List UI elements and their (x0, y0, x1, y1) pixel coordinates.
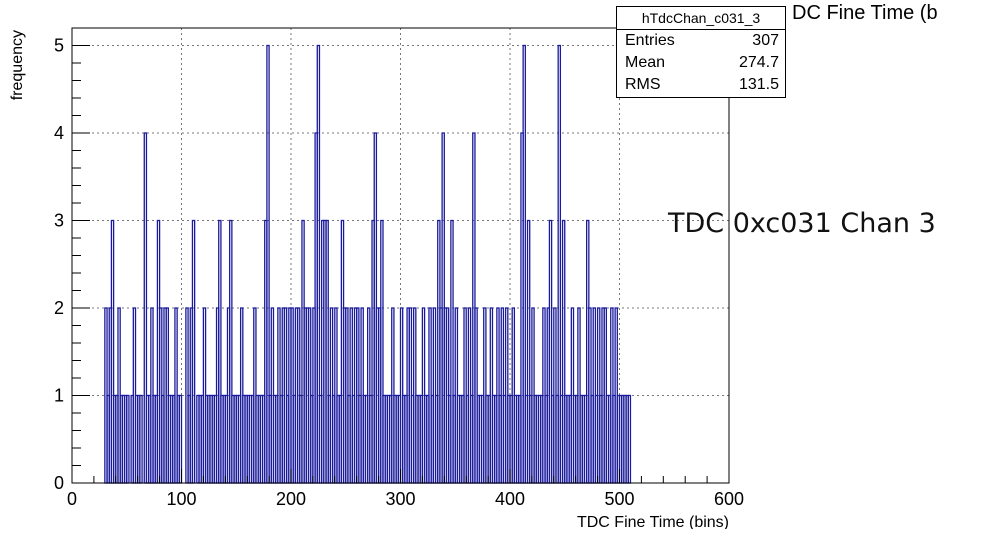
x-tick-label: 600 (714, 489, 744, 509)
y-tick-label: 3 (54, 211, 64, 231)
y-tick-label: 2 (54, 298, 64, 318)
stats-label: Entries (625, 32, 675, 49)
x-axis-label: TDC Fine Time (bins) (577, 514, 729, 529)
y-axis-label: frequency (9, 30, 26, 100)
x-tick-label: 100 (166, 489, 196, 509)
stats-label: RMS (625, 76, 661, 93)
stats-value: 307 (752, 32, 779, 49)
y-tick-label: 0 (54, 473, 64, 493)
stats-row-entries: Entries 307 (617, 30, 785, 52)
x-tick-label: 0 (67, 489, 77, 509)
y-tick-label: 5 (54, 36, 64, 56)
x-tick-label: 400 (495, 489, 525, 509)
x-tick-label: 200 (276, 489, 306, 509)
stats-row-rms: RMS 131.5 (617, 74, 785, 96)
stats-value: 274.7 (738, 54, 779, 71)
stats-label: Mean (625, 54, 666, 71)
channel-label: TDC 0xc031 Chan 3 (668, 208, 936, 239)
stats-box-title: hTdcChan_c031_3 (617, 7, 785, 30)
y-tick-label: 1 (54, 386, 64, 406)
x-tick-label: 300 (385, 489, 415, 509)
stats-box: hTdcChan_c031_3 Entries 307 Mean 274.7 R… (616, 6, 786, 98)
stats-value: 131.5 (738, 76, 779, 93)
chart-title-fragment: DC Fine Time (b (792, 2, 938, 24)
stats-row-mean: Mean 274.7 (617, 52, 785, 74)
x-tick-label: 500 (604, 489, 634, 509)
y-tick-label: 4 (54, 123, 64, 143)
